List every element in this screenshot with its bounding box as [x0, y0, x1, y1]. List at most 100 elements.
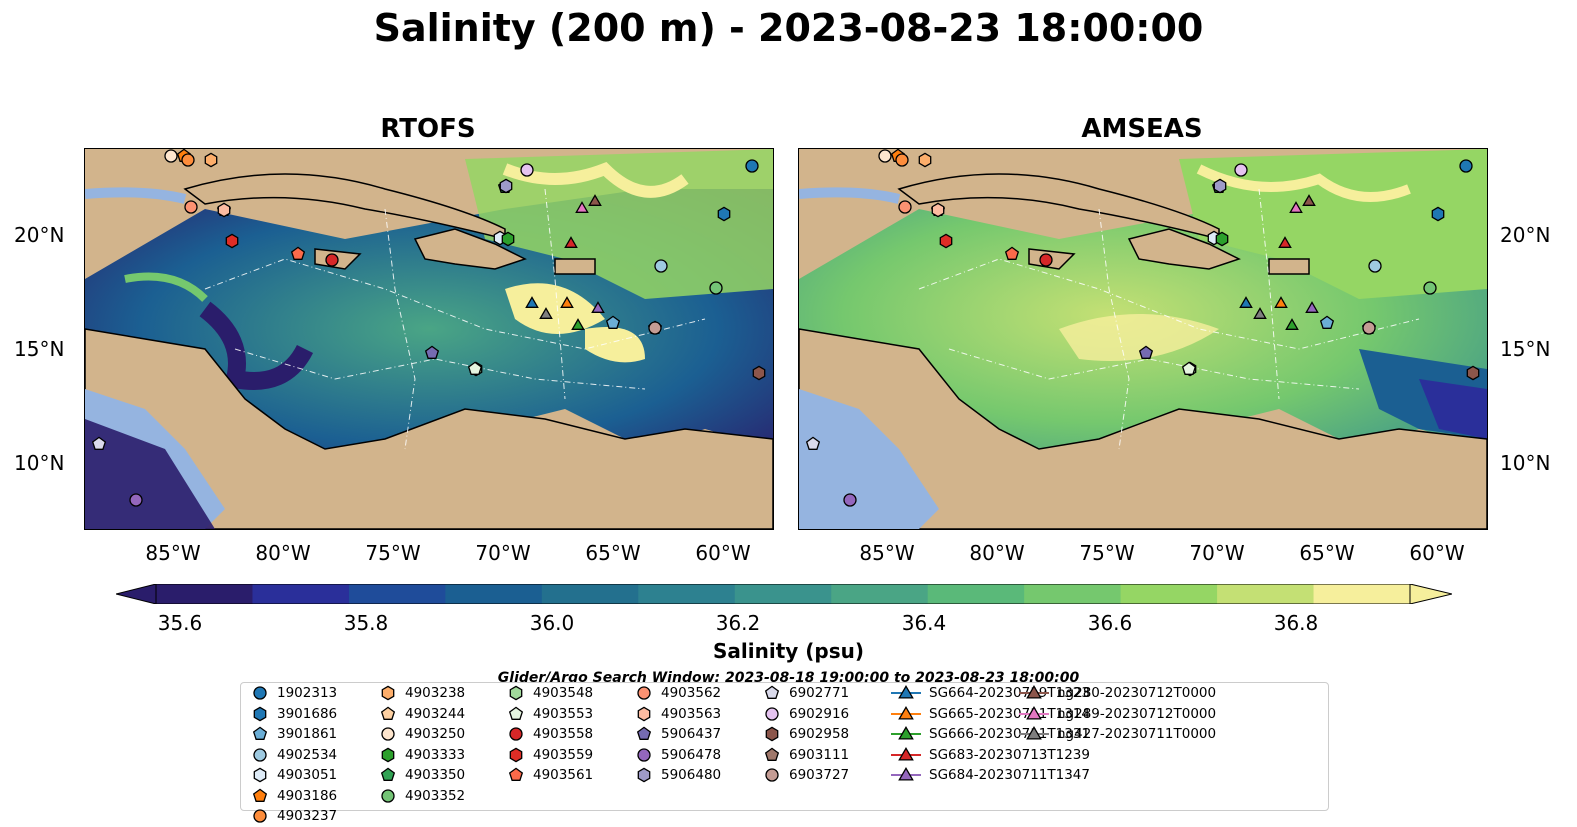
legend-item: ng289-20230712T0000: [1019, 704, 1216, 724]
legend-label: 4903051: [277, 767, 338, 783]
colorbar-segment: [1024, 584, 1122, 604]
amseas-map[interactable]: [798, 148, 1488, 530]
colorbar-extend-high: [1409, 584, 1452, 604]
legend-label: 5906437: [661, 726, 722, 742]
legend-label: 4903352: [405, 787, 466, 804]
pentagon-marker-icon: [764, 685, 780, 699]
legend-item: 6902916: [763, 704, 849, 724]
amseas-marker-SG666-20230711T1331: [1285, 318, 1299, 330]
legend-item: 4903250: [379, 724, 465, 744]
hexagon-marker-icon: [253, 706, 267, 721]
amseas-marker-SG665-20230711T1314: [1274, 296, 1288, 308]
colorbar-tick-36-0: 36.0: [529, 611, 575, 635]
legend-label: 4903548: [533, 685, 594, 701]
colorbar-tick-36-6: 36.6: [1087, 611, 1133, 635]
circle-marker-icon: [765, 706, 779, 721]
circle-marker-icon: [381, 788, 395, 803]
circle-marker-icon: [253, 686, 267, 700]
lat-label-right-15n: 15°N: [1500, 337, 1551, 361]
circle-marker-icon: [381, 727, 395, 741]
legend-label: 4903244: [405, 705, 466, 722]
amseas-marker-3901686: [1431, 206, 1445, 222]
legend-item: 4903238: [379, 683, 465, 703]
legend-label: 4903562: [661, 685, 722, 701]
amseas-marker-4903238: [918, 152, 932, 168]
amseas-marker-3901861: [1319, 315, 1335, 329]
triangle-marker-icon: [891, 685, 921, 699]
lon-label-rtofs-80w: 80°W: [255, 541, 311, 565]
circle-marker-icon: [637, 686, 651, 700]
rtofs-marker-3901861: [605, 315, 621, 329]
hexagon-marker-icon: [637, 706, 651, 721]
triangle-marker-icon: [891, 726, 921, 740]
legend-label: ng289-20230712T0000: [1057, 705, 1217, 722]
legend-item: 3901686: [251, 704, 337, 724]
lat-label-left-15n: 15°N: [14, 337, 65, 361]
rtofs-map[interactable]: [84, 148, 774, 530]
legend-label: 4902534: [277, 746, 338, 763]
rtofs-marker-5906478: [129, 493, 143, 507]
legend-item: 5906437: [635, 724, 721, 744]
rtofs-marker-4903352: [709, 281, 723, 295]
colorbar-extend-low: [116, 584, 157, 604]
legend-item: 4902534: [251, 745, 337, 765]
legend-label: 4903186: [277, 787, 338, 804]
colorbar-segment: [734, 584, 832, 604]
colorbar-segment: [927, 584, 1025, 604]
legend-item: 6903727: [763, 765, 849, 785]
amseas-marker-4903562: [898, 200, 912, 214]
pentagon-marker-icon: [508, 767, 524, 781]
legend-label: 6902771: [789, 685, 850, 701]
rtofs-marker-5906480: [499, 178, 513, 194]
legend-label: 5906480: [661, 767, 722, 783]
rtofs-marker-3901686: [717, 206, 731, 222]
legend-item: 4903563: [635, 704, 721, 724]
rtofs-marker-ng289-20230712T0000: [575, 201, 589, 213]
colorbar-segment: [252, 584, 350, 604]
salinity-colorbar: [116, 584, 1452, 604]
circle-marker-icon: [637, 747, 651, 762]
amseas-marker-4903553: [1181, 361, 1197, 375]
legend-label: SG684-20230711T1347: [929, 767, 1090, 783]
legend-item: 6902771: [763, 683, 849, 703]
legend-label: 4903558: [533, 726, 594, 742]
amseas-marker-1902313: [1459, 159, 1473, 173]
legend-label: ng427-20230711T0000: [1057, 726, 1217, 742]
colorbar-segment: [541, 584, 639, 604]
colorbar-segment: [348, 584, 446, 604]
legend-label: 6902958: [789, 726, 850, 742]
legend-item: 4903553: [507, 704, 593, 724]
legend-item: SG664-20230719T1323: [891, 683, 1090, 703]
colorbar-segment: [1313, 584, 1411, 604]
figure-title: Salinity (200 m) - 2023-08-23 18:00:00: [373, 6, 1204, 50]
pentagon-marker-icon: [380, 767, 396, 781]
amseas-marker-4903559: [939, 233, 953, 249]
amseas-marker-4903237: [895, 153, 909, 167]
legend-item: ng280-20230712T0000: [1019, 683, 1216, 703]
lon-label-rtofs-65w: 65°W: [585, 541, 641, 565]
legend-label: 4903250: [405, 726, 466, 742]
legend-item: 4903558: [507, 724, 593, 744]
triangle-marker-icon: [891, 767, 921, 781]
hexagon-marker-icon: [765, 726, 779, 742]
lon-label-amseas-60w: 60°W: [1409, 541, 1465, 565]
rtofs-marker-4903562: [184, 200, 198, 214]
legend-item: 4903548: [507, 683, 593, 703]
legend-item: 4903244: [379, 704, 465, 724]
rtofs-marker-4903558: [325, 253, 339, 267]
legend-item: 6903111: [763, 745, 849, 765]
amseas-marker-SG683-20230713T1239: [1278, 236, 1292, 248]
legend-label: 4903559: [533, 746, 594, 763]
circle-marker-icon: [765, 768, 779, 782]
colorbar-tick-35-6: 35.6: [157, 611, 203, 635]
legend-label: SG666-20230711T1331: [929, 726, 1090, 742]
amseas-marker-6902958: [1466, 365, 1480, 381]
legend-item: 4903561: [507, 765, 593, 785]
hexagon-marker-icon: [381, 685, 395, 701]
legend-label: ng280-20230712T0000: [1057, 685, 1217, 701]
legend-label: 6902916: [789, 705, 850, 722]
legend-item: 4903559: [507, 745, 593, 765]
hexagon-marker-icon: [253, 767, 267, 783]
lon-label-rtofs-85w: 85°W: [145, 541, 201, 565]
legend-label: 5906478: [661, 746, 722, 763]
